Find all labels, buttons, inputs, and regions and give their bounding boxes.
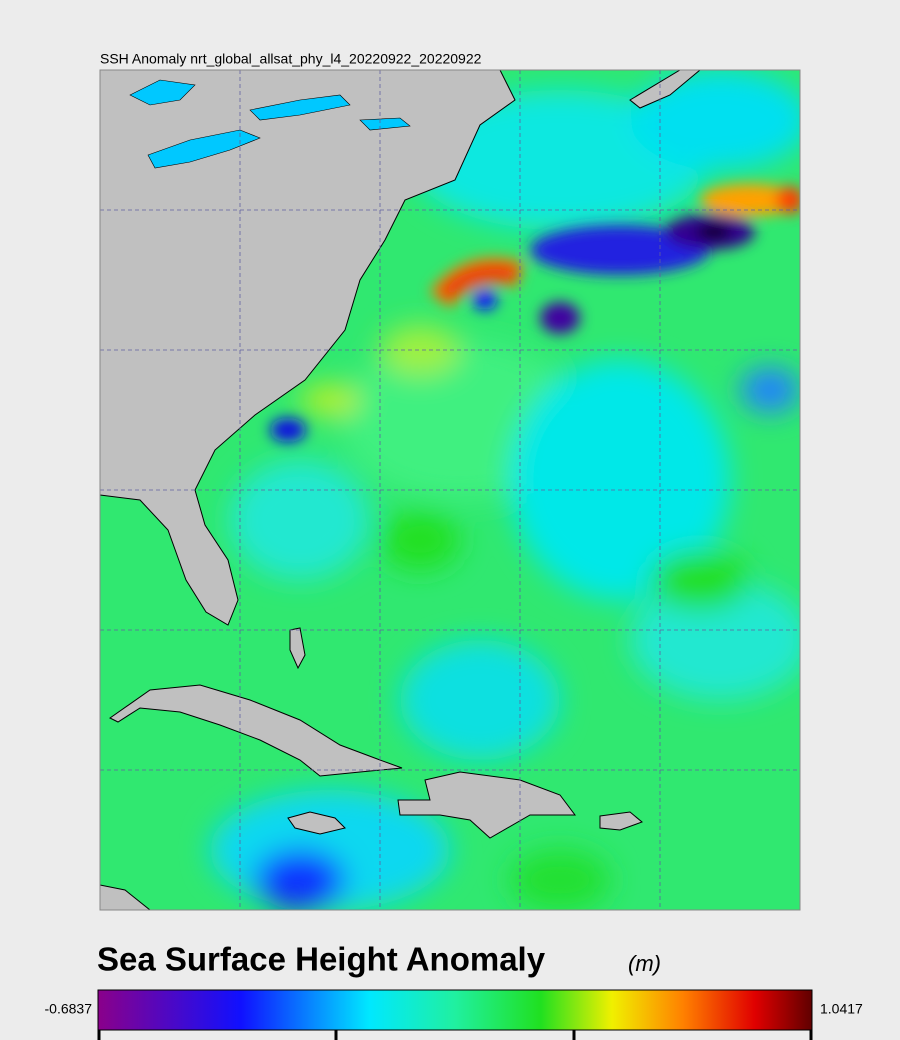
land: [100, 70, 701, 910]
map-frame: [99, 69, 801, 911]
map-area: [100, 70, 800, 910]
colorbar-min: -0.6837: [45, 1001, 93, 1017]
eddies: [270, 184, 800, 442]
colorbar-units: (m): [628, 951, 661, 976]
colorbar-ticks: [97, 1030, 813, 1040]
colorbar-title: Sea Surface Height Anomaly: [97, 941, 546, 978]
lakes: [129, 79, 411, 169]
map-title: SSH Anomaly nrt_global_allsat_phy_l4_202…: [100, 51, 482, 67]
graticule: [100, 70, 800, 910]
colorbar: [97, 989, 813, 1031]
colorbar-max: 1.0417: [820, 1001, 863, 1017]
